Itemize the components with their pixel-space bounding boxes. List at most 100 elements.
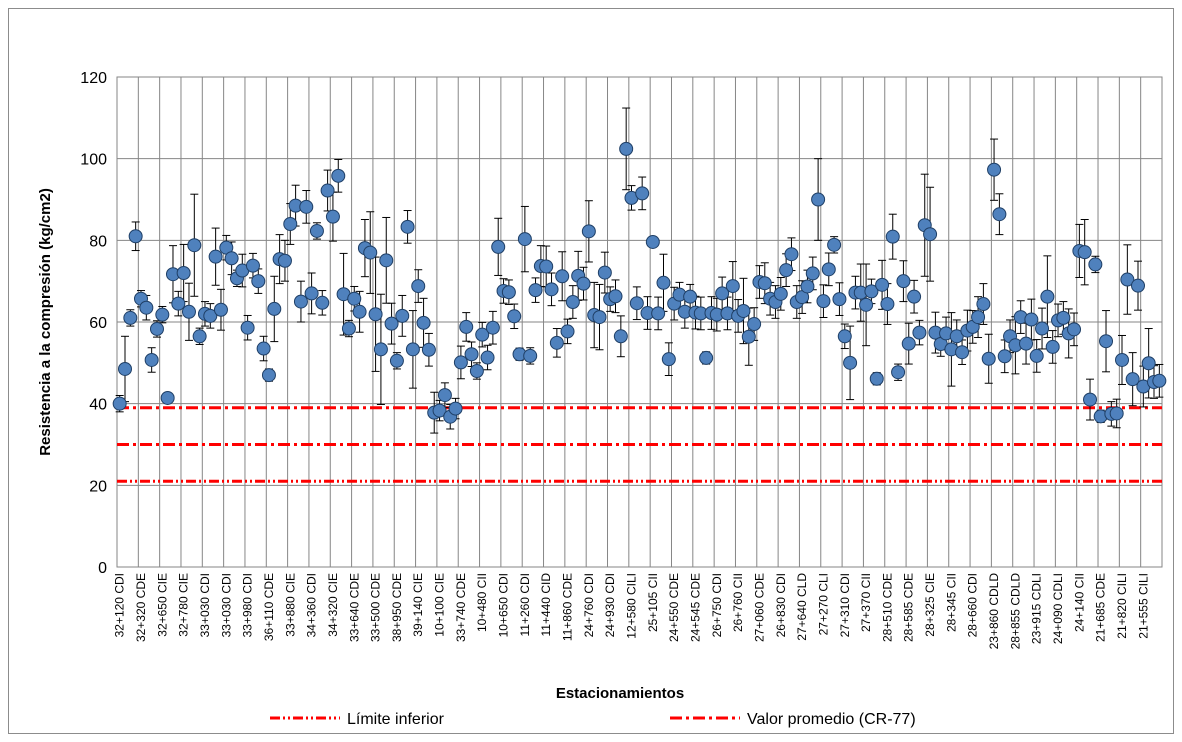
data-point [987, 162, 1002, 177]
data-point [581, 224, 596, 239]
data-point [811, 192, 826, 207]
data-point [805, 266, 820, 281]
x-tick-label: 23+915 CDLI [1030, 573, 1044, 644]
x-tick-label: 11+440 CID [539, 573, 553, 637]
data-point [1141, 356, 1156, 371]
data-point [1152, 373, 1167, 388]
data-point [1056, 310, 1071, 325]
data-point [485, 320, 500, 335]
x-tick-label: 32+780 CIE [177, 573, 191, 637]
data-point [1088, 257, 1103, 272]
data-point [1067, 322, 1082, 337]
x-tick-label: 24+760 CDI [582, 573, 596, 637]
data-point [384, 316, 399, 331]
data-point [283, 217, 298, 231]
data-point [843, 355, 858, 370]
data-point [619, 141, 634, 156]
x-tick-label: 36+110 CDE [262, 573, 276, 641]
data-point [683, 289, 698, 304]
x-tick-label: 12+580 CILI [625, 573, 639, 639]
y-tick-label: 80 [89, 233, 107, 250]
data-point [373, 342, 388, 357]
data-point [144, 352, 159, 367]
data-point [187, 238, 202, 253]
data-point [875, 277, 890, 292]
data-point [1040, 289, 1055, 304]
data-point [421, 342, 436, 357]
data-point [741, 329, 756, 344]
data-point [267, 301, 282, 316]
data-point [368, 307, 383, 322]
x-tick-label: 26+750 CDI [710, 573, 724, 637]
legend-label-valor-promedio: Valor promedio (CR-77) [747, 711, 916, 728]
data-point [725, 279, 740, 294]
x-tick-label: 10+100 CIE [433, 573, 447, 637]
data-point [613, 329, 628, 344]
data-point [325, 209, 340, 224]
data-point [576, 276, 591, 291]
y-tick-label: 120 [80, 70, 107, 87]
data-point [389, 353, 404, 368]
legend-label-limite-inferior: Límite inferior [347, 711, 445, 728]
data-point [949, 329, 964, 344]
x-tick-label: 24+930 CDI [603, 573, 617, 637]
data-point [1035, 321, 1050, 336]
data-point [864, 284, 879, 299]
data-point [1019, 336, 1034, 351]
data-point [635, 186, 650, 201]
legend: Límite inferior Valor promedio (CR-77) [270, 711, 916, 728]
x-tick-label: 28+345 CII [944, 573, 958, 632]
data-point [208, 249, 223, 264]
x-tick-label: 33+030 CDI [219, 573, 233, 637]
data-point [149, 321, 164, 336]
data-point [363, 245, 378, 260]
x-tick-label: 10+650 CDI [497, 573, 511, 637]
data-point [352, 304, 367, 319]
data-point [475, 327, 490, 342]
y-tick-label: 40 [89, 397, 107, 414]
x-tick-label: 21+685 CDE [1094, 573, 1108, 642]
error-bars [115, 107, 1164, 434]
reference-lines [117, 406, 1162, 483]
data-point [923, 227, 938, 242]
x-tick-labels: 32+120 CDI 32+320 CDE 32+650 CIE 32+780 CIE… [113, 573, 1151, 650]
x-tick-label: 33+500 CDE [369, 573, 383, 642]
data-point [901, 336, 916, 351]
data-point [1083, 392, 1098, 407]
data-point [245, 258, 260, 273]
x-tick-label: 32+120 CDI [113, 573, 127, 637]
data-point [800, 279, 815, 294]
data-point [213, 302, 228, 317]
data-point [784, 247, 799, 262]
x-tick-label: 21+555 CILI [1136, 573, 1150, 639]
data-point [395, 308, 410, 323]
data-point [859, 297, 874, 312]
data-point [299, 199, 314, 214]
data-point [155, 307, 170, 322]
data-point [523, 348, 538, 363]
data-point [507, 309, 522, 324]
x-tick-label: 26+760 CII [731, 573, 745, 632]
data-point [757, 276, 772, 291]
data-point [112, 396, 127, 411]
x-tick-label: 34+320 CIE [326, 573, 340, 637]
data-point [555, 269, 570, 284]
data-point [320, 183, 335, 198]
data-point [608, 289, 623, 304]
x-tick-label: 23+860 CDLD [987, 573, 1001, 650]
data-point [315, 295, 330, 310]
x-tick-label: 27+060 CDE [752, 573, 766, 642]
data-point [224, 251, 239, 266]
data-point [651, 306, 666, 321]
data-point [528, 283, 543, 298]
data-point [544, 282, 559, 297]
x-tick-label: 11+860 CDE [561, 573, 575, 641]
data-point [779, 263, 794, 278]
data-point [480, 350, 495, 365]
data-point [432, 403, 447, 418]
data-point [661, 352, 676, 367]
data-point [448, 401, 463, 416]
data-point [976, 297, 991, 312]
data-point [203, 308, 218, 323]
x-tick-label: 28+510 CDE [880, 573, 894, 642]
